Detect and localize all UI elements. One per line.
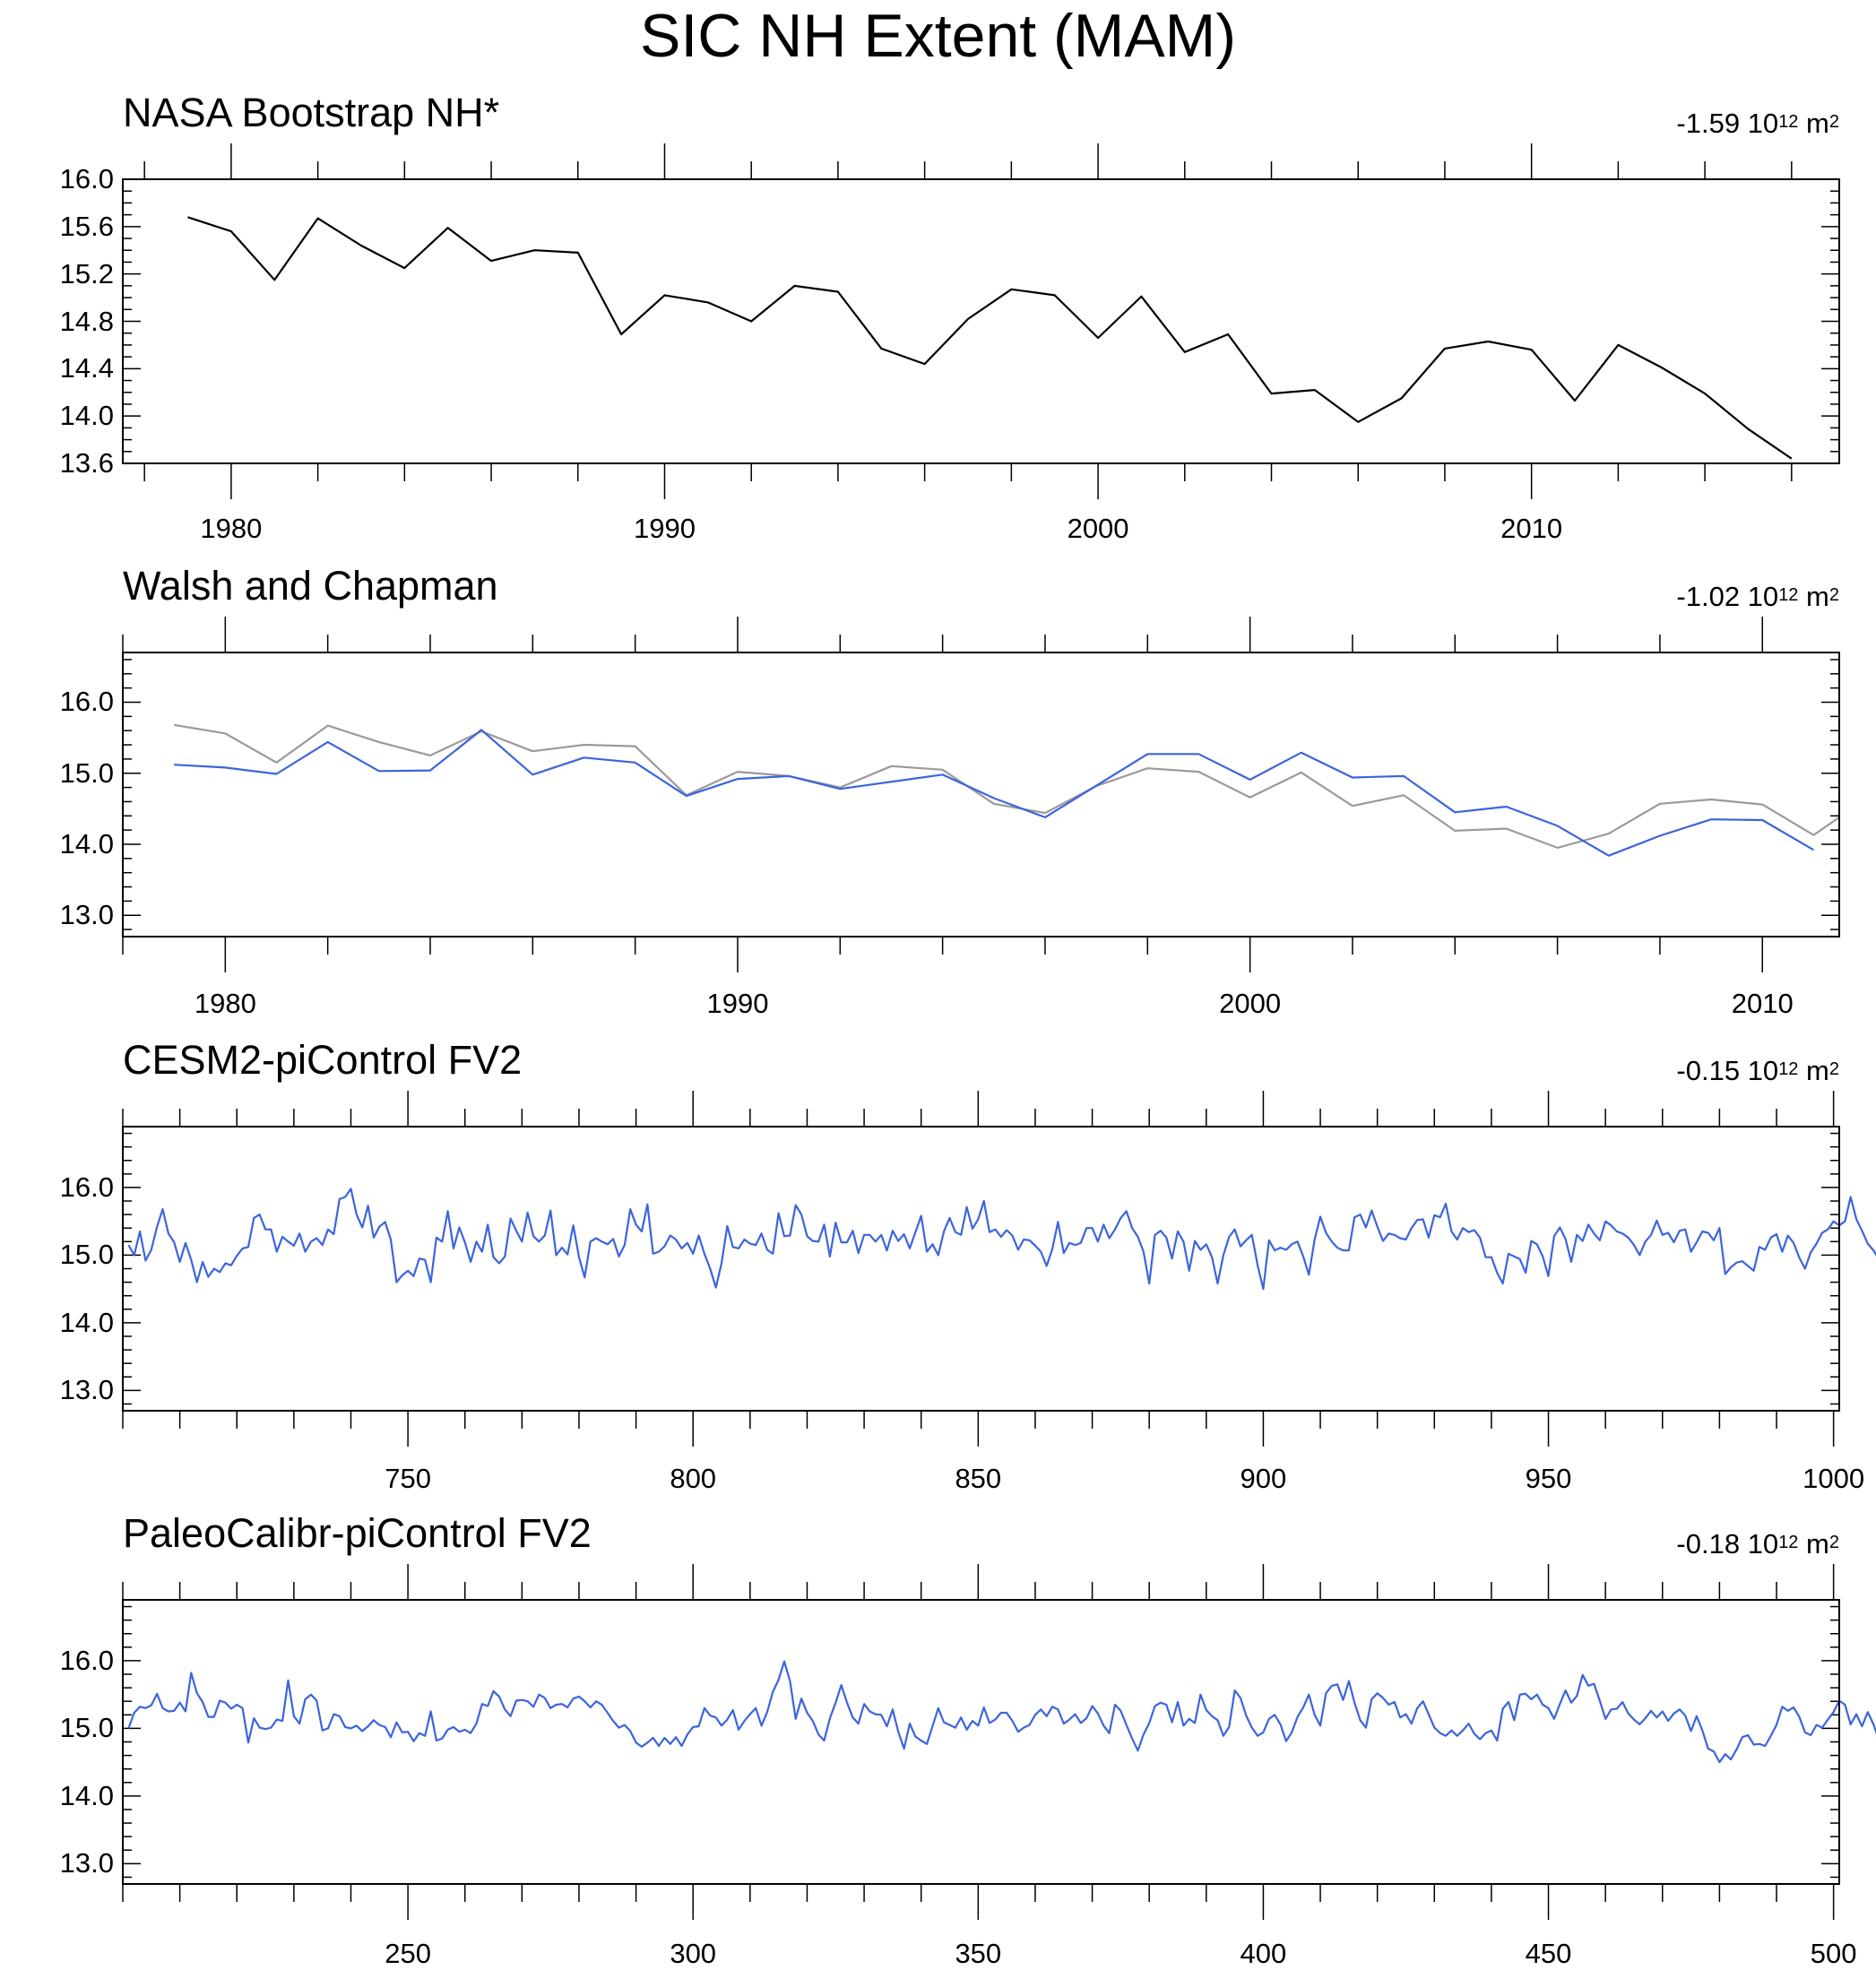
y-tick-label: 13.0 [59,1374,114,1406]
trend-label: -0.18 1012 m2 [1676,1528,1839,1560]
x-tick-label: 850 [955,1463,1002,1494]
y-tick-label: 13.0 [59,1847,114,1879]
trend-unit-exponent: 2 [1828,1059,1839,1079]
trend-unit: m [1798,1055,1829,1086]
trend-unit-exponent: 2 [1828,112,1839,132]
y-tick-label: 16.0 [59,686,114,718]
y-tick-label: 15.2 [59,257,114,289]
y-tick-label: 16.0 [59,1171,114,1203]
plot-frame [122,652,1840,937]
trend-label: -1.59 1012 m2 [1676,108,1839,140]
trend-label: -1.02 1012 m2 [1676,581,1839,613]
y-tick-label: 14.0 [59,827,114,860]
plot-frame [122,1126,1840,1412]
trend-value: -0.15 10 [1676,1055,1779,1086]
trend-exponent: 12 [1778,112,1799,132]
x-tick-label: 1980 [194,988,256,1019]
x-tick-label: 500 [1810,1938,1857,1969]
x-tick-label: 800 [670,1463,717,1494]
x-tick-label: 1980 [200,513,263,544]
trend-unit: m [1798,108,1829,139]
y-tick-label: 14.0 [59,400,114,432]
y-tick-label: 15.6 [59,210,114,242]
panel-1 [122,143,1840,499]
trend-value: -1.59 10 [1676,108,1779,139]
trend-unit: m [1798,1528,1829,1560]
trend-value: -1.02 10 [1676,581,1779,612]
x-tick-label: 900 [1240,1463,1287,1494]
panel-title: CESM2-piControl FV2 [123,1037,523,1083]
plot-frame [122,178,1840,464]
x-tick-label: 750 [385,1463,431,1494]
y-tick-label: 13.6 [59,447,114,479]
figure-title: SIC NH Extent (MAM) [640,2,1236,70]
y-tick-label: 16.0 [59,1644,114,1676]
series-line-1 [127,1660,1876,1764]
panel-title: PaleoCalibr-piControl FV2 [123,1510,592,1556]
trend-exponent: 12 [1778,585,1799,605]
x-tick-label: 2010 [1731,988,1794,1019]
x-tick-label: 1990 [633,513,696,544]
panel-title: NASA Bootstrap NH* [123,90,500,135]
series-line-2 [174,729,1814,857]
y-tick-label: 15.0 [59,756,114,789]
x-tick-label: 1000 [1803,1463,1865,1494]
y-tick-label: 15.0 [59,1239,114,1271]
y-tick-label: 14.0 [59,1306,114,1338]
x-tick-label: 2000 [1067,513,1129,544]
x-tick-label: 300 [670,1938,717,1969]
series-line-1 [127,1188,1876,1291]
trend-exponent: 12 [1778,1059,1799,1079]
panel-title: Walsh and Chapman [123,563,498,609]
trend-unit-exponent: 2 [1828,1533,1839,1552]
panel-2 [122,617,1840,972]
trend-exponent: 12 [1778,1533,1799,1552]
panel-4 [122,1564,1876,1920]
y-tick-label: 14.8 [59,305,114,337]
trend-label: -0.15 1012 m2 [1676,1055,1839,1087]
x-tick-label: 350 [955,1938,1002,1969]
series-line-1 [187,216,1793,460]
y-tick-label: 14.0 [59,1779,114,1811]
y-tick-label: 15.0 [59,1712,114,1744]
x-tick-label: 2010 [1500,513,1563,544]
x-tick-label: 950 [1525,1463,1572,1494]
x-tick-label: 2000 [1219,988,1282,1019]
series-line-1 [174,723,1840,850]
x-tick-label: 450 [1525,1938,1572,1969]
plot-frame [122,1599,1840,1885]
y-tick-label: 13.0 [59,899,114,931]
y-tick-label: 16.0 [59,163,114,194]
trend-unit: m [1798,581,1829,612]
y-tick-label: 14.4 [59,352,114,384]
x-tick-label: 1990 [706,988,769,1019]
panel-3 [122,1091,1876,1447]
x-tick-label: 250 [385,1938,431,1969]
trend-value: -0.18 10 [1676,1528,1779,1560]
trend-unit-exponent: 2 [1828,585,1839,605]
x-tick-label: 400 [1240,1938,1287,1969]
